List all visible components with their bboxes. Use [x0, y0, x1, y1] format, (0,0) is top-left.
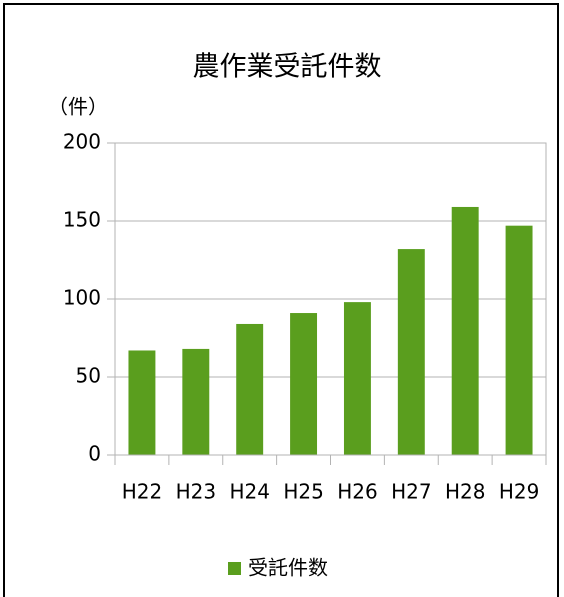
x-tick-label: H25	[283, 480, 324, 504]
legend-label: 受託件数	[248, 556, 328, 580]
legend-swatch	[228, 562, 241, 575]
bar	[182, 348, 210, 455]
y-tick-label: 150	[63, 208, 101, 232]
y-tick-label: 50	[76, 364, 101, 388]
bar	[505, 225, 533, 455]
bar	[397, 249, 425, 455]
x-tick-label: H23	[176, 480, 217, 504]
bar	[290, 313, 318, 455]
bar	[343, 302, 371, 455]
x-tick-label: H28	[445, 480, 486, 504]
x-tick-label: H27	[391, 480, 432, 504]
x-tick-label: H22	[122, 480, 163, 504]
y-axis-label: （件）	[48, 95, 108, 119]
x-tick-label: H29	[499, 480, 540, 504]
chart-title: 農作業受託件数	[193, 52, 382, 83]
bar	[128, 350, 156, 455]
y-tick-label: 200	[63, 130, 101, 154]
x-tick-label: H24	[229, 480, 270, 504]
bar	[451, 206, 479, 455]
y-tick-label: 0	[88, 442, 101, 466]
y-tick-label: 100	[63, 286, 101, 310]
bar	[236, 323, 264, 455]
x-tick-label: H26	[337, 480, 378, 504]
